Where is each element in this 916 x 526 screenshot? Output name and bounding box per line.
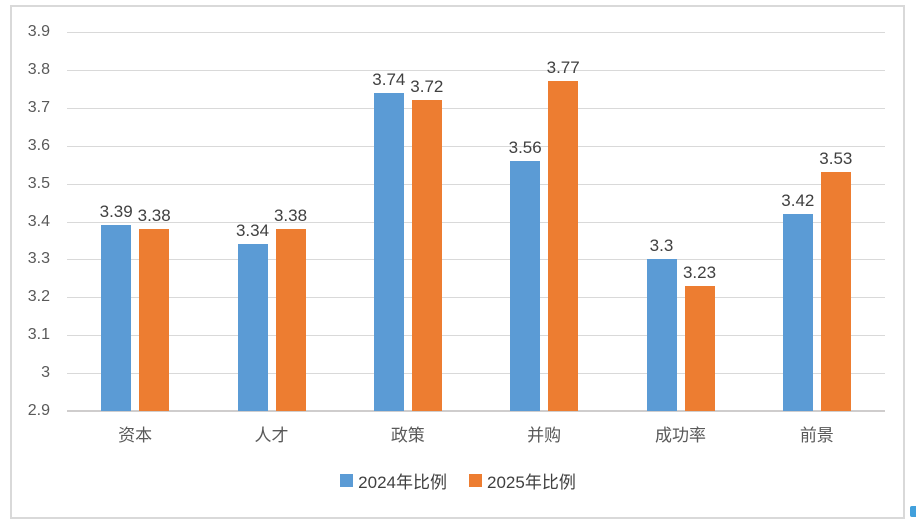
x-category-label: 资本 [118, 426, 153, 445]
x-category-label: 人才 [254, 426, 289, 445]
data-label: 3.42 [781, 190, 815, 210]
gridline [67, 335, 885, 336]
y-tick-label: 3.6 [27, 137, 50, 154]
gridline [67, 184, 885, 185]
y-tick-label: 3.5 [27, 175, 50, 192]
y-tick-label: 3.9 [27, 23, 50, 40]
legend-item-2025年比例: 2025年比例 [469, 468, 576, 493]
y-tick-label: 2.9 [27, 402, 50, 419]
x-category-label: 前景 [799, 426, 834, 445]
legend-swatch-icon [340, 474, 354, 487]
bar-2025年比例-并购 [548, 81, 579, 411]
data-label: 3.56 [508, 137, 542, 157]
legend-label: 2024年比例 [358, 473, 447, 492]
y-tick-label: 3.2 [27, 288, 50, 305]
x-category-label: 政策 [390, 426, 425, 445]
y-tick-label: 3.7 [27, 99, 50, 116]
bar-2025年比例-人才 [275, 229, 306, 411]
bar-2024年比例-资本 [101, 225, 132, 411]
gridline [67, 259, 885, 260]
y-tick-label: 3.4 [27, 213, 50, 230]
gridline [67, 146, 885, 147]
bar-2025年比例-政策 [411, 100, 442, 411]
legend-label: 2025年比例 [487, 473, 576, 492]
data-label: 3.38 [137, 206, 171, 226]
gridline [67, 32, 885, 33]
x-category-label: 成功率 [654, 426, 706, 445]
cursor-artifact-icon [910, 506, 916, 517]
bar-2024年比例-并购 [510, 160, 541, 411]
gridline [67, 222, 885, 223]
y-tick-label: 3 [41, 364, 50, 381]
bar-2024年比例-人才 [237, 244, 268, 411]
x-category-label: 并购 [527, 426, 562, 445]
bar-2025年比例-前景 [820, 172, 851, 411]
gridline [67, 108, 885, 109]
data-label: 3.39 [99, 202, 133, 222]
y-tick-label: 3.8 [27, 61, 50, 78]
bar-2024年比例-政策 [373, 92, 404, 411]
bar-2024年比例-成功率 [646, 259, 677, 411]
legend-swatch-icon [469, 474, 482, 487]
legend: 2024年比例 2025年比例 [0, 468, 916, 493]
data-label: 3.34 [235, 221, 270, 241]
data-label: 3.72 [410, 77, 444, 97]
data-label: 3.38 [273, 206, 308, 226]
data-label: 3.74 [372, 69, 406, 89]
x-axis-line [67, 410, 885, 412]
gridline [67, 297, 885, 298]
gridline [67, 373, 885, 374]
legend-item-2024年比例: 2024年比例 [340, 468, 447, 493]
bar-2025年比例-成功率 [684, 285, 715, 411]
data-label: 3.23 [682, 262, 717, 282]
gridline [67, 70, 885, 71]
y-tick-label: 3.1 [27, 326, 50, 343]
bar-2024年比例-前景 [782, 213, 813, 411]
bar-2025年比例-资本 [139, 229, 170, 411]
y-tick-label: 3.3 [27, 250, 50, 267]
data-label: 3.3 [649, 236, 674, 256]
chart-frame: 3.39 3.34 3.74 3.56 3.3 3.42 3.38 3.38 3.72 3.77 3… [10, 5, 905, 519]
data-label: 3.53 [819, 149, 853, 169]
data-label: 3.77 [546, 58, 580, 78]
